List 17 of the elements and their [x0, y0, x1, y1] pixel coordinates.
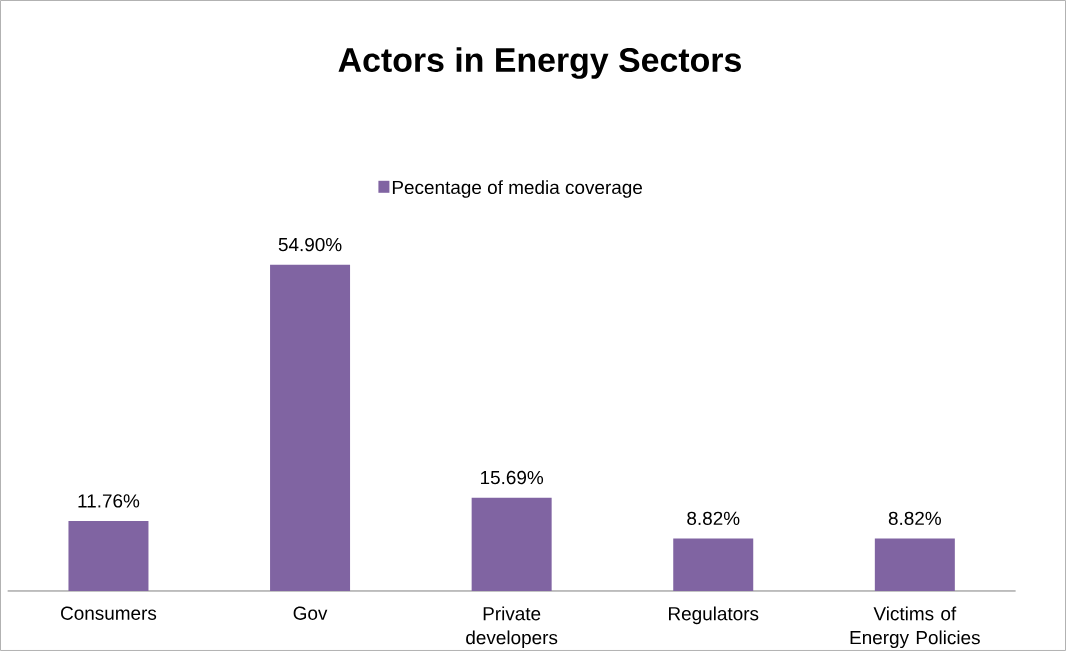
data-label: 8.82%	[687, 511, 740, 526]
x-tick-label: Victims of Energy Policies	[850, 606, 980, 649]
bar	[68, 521, 149, 591]
data-label: 11.76%	[78, 494, 140, 508]
data-label: 8.82%	[888, 511, 941, 526]
bar	[471, 497, 552, 591]
x-tick-label: Private developers	[466, 606, 558, 649]
x-tick-label: Gov	[293, 606, 328, 620]
chart-title: Actors in Energy Sectors	[338, 47, 741, 79]
bar	[874, 538, 955, 591]
data-label: 15.69%	[480, 470, 544, 485]
bar	[673, 538, 754, 591]
bar	[270, 264, 351, 591]
data-label: 54.90%	[278, 237, 342, 252]
x-tick-label: Regulators	[669, 606, 759, 625]
x-tick-label: Consumers	[61, 606, 157, 620]
legend-label: Pecentage of media coverage	[392, 180, 643, 198]
